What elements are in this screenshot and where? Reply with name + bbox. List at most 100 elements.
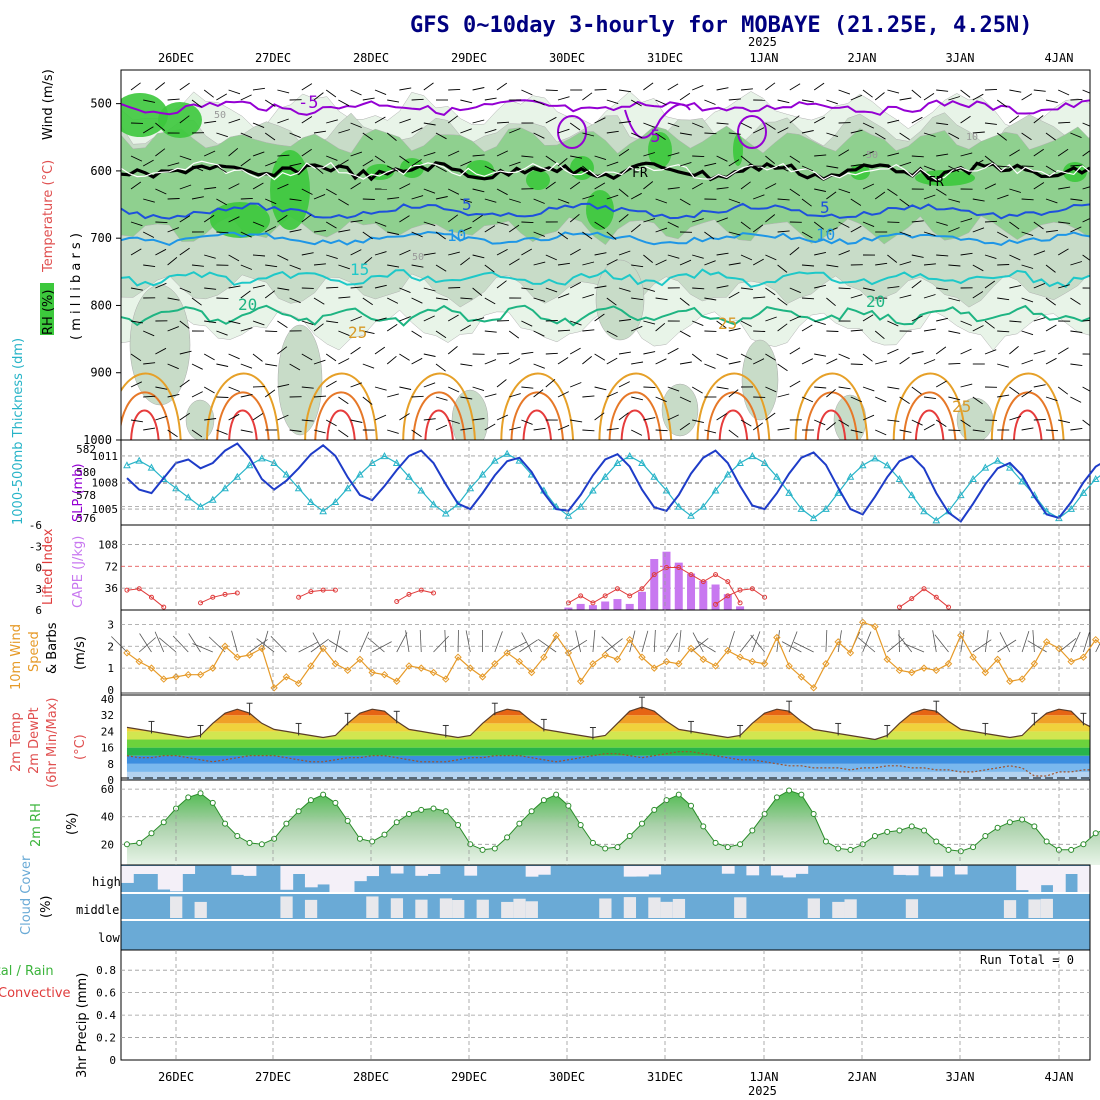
wind-barb (789, 380, 801, 388)
wind-speed-point (711, 662, 720, 670)
wind-barb (301, 116, 313, 124)
date-label-bottom: 26DEC (158, 1070, 194, 1084)
cloud-high-bar (537, 866, 551, 875)
date-label-bottom: 27DEC (255, 1070, 291, 1084)
cloud-mid-bar (525, 901, 538, 918)
lifted-index-point (332, 587, 338, 593)
wind-speed-point (405, 662, 413, 670)
thickness-point (981, 463, 990, 471)
thickness-point (282, 470, 291, 478)
wind-barb (277, 89, 290, 94)
cloud-mid-bar (194, 901, 207, 918)
wind-barb (399, 353, 410, 361)
wind-barb (338, 264, 350, 270)
wind-barb (142, 126, 154, 134)
wind-barb (960, 419, 971, 427)
wind-barb (1070, 297, 1081, 305)
wind-barb (984, 220, 998, 223)
wind-barb (753, 330, 766, 332)
wind-barb (911, 254, 924, 258)
thickness-point (956, 491, 965, 499)
wind-speed-point (1079, 653, 1088, 661)
rh-point (908, 823, 915, 830)
wind-barb (203, 353, 215, 361)
wind-barb-surface (231, 630, 238, 653)
wind-barb (472, 287, 483, 296)
thickness-point (331, 497, 340, 506)
ylabel-temperature: Temperature (°C) (41, 160, 56, 273)
wind-barb (362, 330, 375, 335)
wind-barb (631, 162, 643, 167)
wind-barb (460, 128, 472, 134)
temp-panel: 40 32 24 16 8 0 2m Temp 2m DewPt (6hr Min/Max… (9, 693, 1091, 788)
date-label-top: 4JAN (1045, 51, 1074, 65)
wind-barb (423, 315, 435, 322)
lifted-index-point (614, 586, 620, 592)
ylabel-2m-temp: 2m Temp (9, 712, 24, 772)
wind-barb (740, 353, 752, 360)
wind-barb (557, 96, 570, 101)
wind-barb (472, 386, 485, 392)
wind-barb (508, 358, 521, 365)
wind-barb (948, 297, 961, 302)
cloud-high-bar (341, 866, 355, 893)
wind-barb (204, 187, 217, 190)
rh-patch-high (158, 102, 202, 138)
wind-barb (533, 330, 545, 337)
wind-barb (594, 386, 607, 391)
thickness-point (208, 495, 217, 503)
wind-barb (569, 122, 581, 131)
wind-barb (997, 165, 1010, 168)
wind-barb (582, 429, 595, 432)
rh-point (209, 799, 216, 806)
wind-speed-point (724, 646, 732, 655)
rh-point (712, 839, 719, 846)
wind-barb-surface (857, 637, 876, 653)
wind-barb (143, 427, 156, 431)
rh-point (381, 831, 388, 838)
wind-barb (557, 262, 570, 266)
rh-point (638, 820, 645, 827)
wind-barb (887, 286, 900, 289)
wind-barb (911, 351, 924, 355)
wind-barb (508, 330, 520, 339)
ylabel-minmax: (6hr Min/Max) (45, 698, 60, 788)
wind-barb (338, 159, 349, 167)
cloud-high-bar (954, 866, 968, 875)
rh-point (945, 846, 952, 853)
cloud-high-bar (243, 866, 257, 876)
wind-barb (765, 122, 776, 130)
rh-point (418, 806, 425, 813)
wind-barb (557, 357, 569, 365)
thickness-point (969, 475, 977, 483)
wind-barb (435, 330, 447, 339)
wind-barb (960, 383, 973, 388)
wind-barb (1033, 317, 1046, 322)
wind-barb (972, 227, 985, 233)
wind-barb (667, 254, 680, 259)
wind-barb (204, 418, 217, 421)
wind-barb (923, 165, 936, 171)
wind-barb (472, 214, 483, 223)
wind-barb (191, 99, 202, 108)
wind-barb (887, 152, 900, 157)
cloud-mid-bar (734, 897, 747, 918)
wind-barb (509, 426, 521, 431)
wind-barb (606, 194, 619, 200)
wind-barb (667, 122, 680, 128)
wind-barb (216, 396, 229, 398)
wind-barb (435, 297, 448, 301)
wind-barb (496, 249, 508, 256)
wind-barb (887, 188, 898, 196)
wind-barb (935, 380, 947, 388)
wind-speed-point (908, 668, 916, 677)
wind-barb (667, 221, 679, 228)
wind-barb-surface (256, 638, 275, 653)
cloud-mid-bar (905, 899, 919, 918)
wind-barb (789, 188, 801, 197)
wind-barb (143, 395, 156, 398)
wind-barb (533, 99, 545, 106)
wind-barb (521, 351, 534, 355)
wind-speed-point (233, 653, 242, 661)
